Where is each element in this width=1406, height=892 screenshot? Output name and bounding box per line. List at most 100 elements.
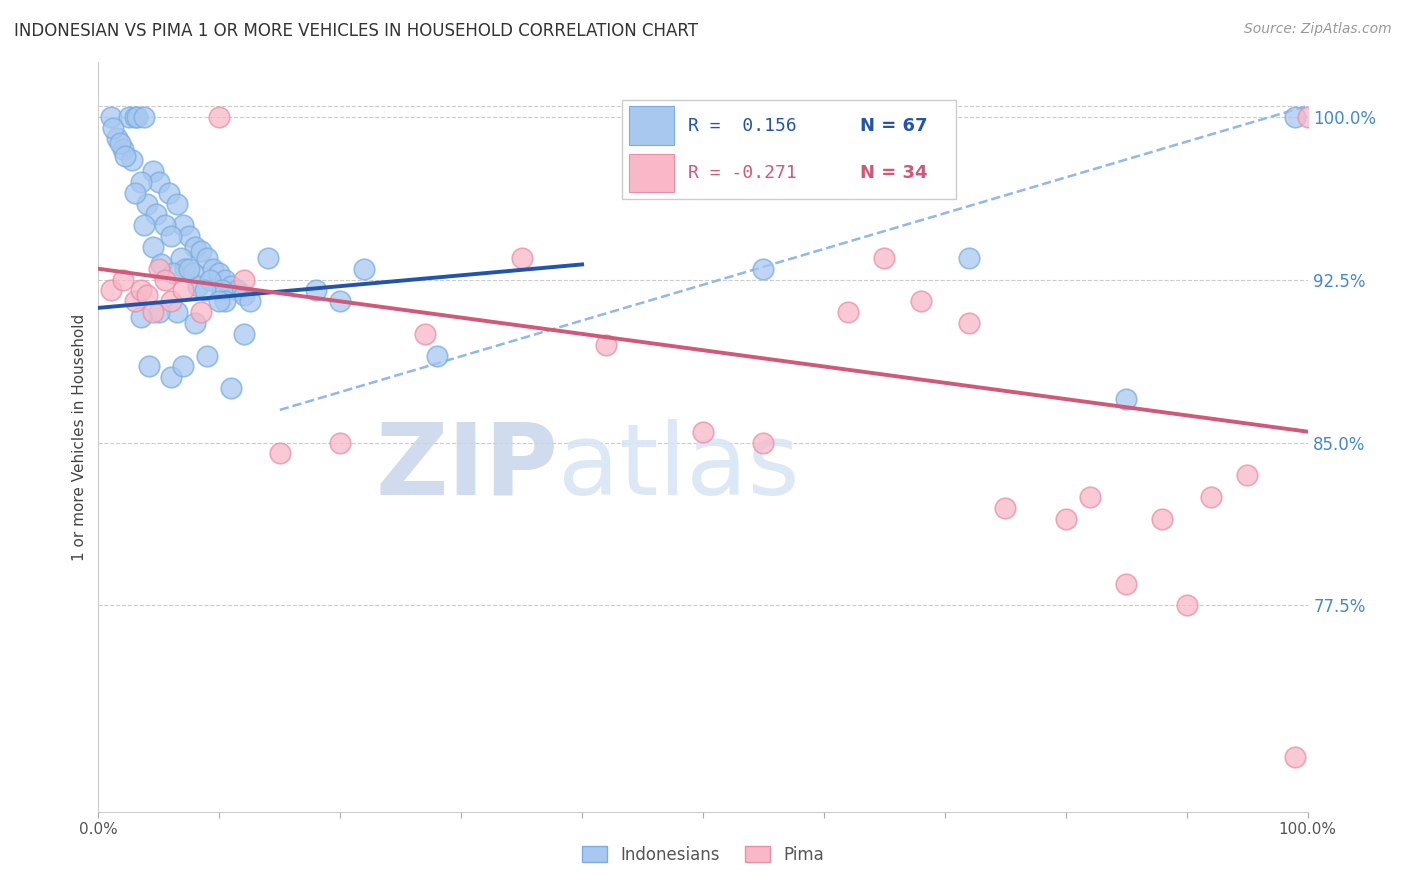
Point xyxy=(221,279,243,293)
Point xyxy=(873,110,896,124)
Point xyxy=(118,110,141,124)
Point xyxy=(124,110,146,124)
Text: Source: ZipAtlas.com: Source: ZipAtlas.com xyxy=(1244,22,1392,37)
Point xyxy=(157,186,180,200)
Point xyxy=(129,310,152,324)
Point xyxy=(232,326,254,341)
Point xyxy=(160,370,183,384)
Point xyxy=(127,110,149,124)
Point xyxy=(124,294,146,309)
Point xyxy=(160,294,183,309)
Point xyxy=(1296,110,1319,124)
Point xyxy=(208,266,231,280)
Point xyxy=(208,110,231,124)
Point xyxy=(111,142,134,156)
Point xyxy=(256,251,278,265)
Point xyxy=(111,272,134,286)
Point xyxy=(105,131,128,145)
Point xyxy=(239,294,262,309)
Point xyxy=(187,279,209,293)
Bar xyxy=(628,106,673,145)
Point xyxy=(160,229,183,244)
Point xyxy=(1199,490,1222,504)
Point xyxy=(413,326,436,341)
Text: R =  0.156: R = 0.156 xyxy=(688,117,796,135)
Bar xyxy=(628,153,673,193)
Point xyxy=(1175,599,1198,613)
Point xyxy=(153,219,176,233)
Point xyxy=(190,305,212,319)
Point xyxy=(752,261,775,276)
Point xyxy=(108,136,131,150)
Point xyxy=(752,435,775,450)
Point xyxy=(129,175,152,189)
Point xyxy=(1115,576,1137,591)
Point xyxy=(166,196,188,211)
Point xyxy=(184,240,207,254)
Text: N = 34: N = 34 xyxy=(860,164,928,182)
Point xyxy=(172,284,194,298)
Point xyxy=(135,288,157,302)
Point xyxy=(162,266,184,280)
Point xyxy=(172,219,194,233)
Point xyxy=(184,316,207,330)
Point xyxy=(214,272,236,286)
Point xyxy=(100,110,122,124)
Point xyxy=(195,349,218,363)
Point xyxy=(148,261,170,276)
Point xyxy=(837,305,859,319)
Point xyxy=(1054,511,1077,525)
Point xyxy=(129,284,152,298)
Point xyxy=(305,284,328,298)
Point xyxy=(142,305,165,319)
Point xyxy=(1152,511,1174,525)
Point xyxy=(148,175,170,189)
Point xyxy=(873,251,896,265)
Point xyxy=(194,284,217,298)
Point xyxy=(101,120,124,135)
Point xyxy=(134,110,156,124)
Text: ZIP: ZIP xyxy=(375,418,558,516)
Point xyxy=(208,294,231,309)
Point xyxy=(214,294,236,309)
Point xyxy=(153,272,176,286)
Point xyxy=(1078,490,1101,504)
Text: INDONESIAN VS PIMA 1 OR MORE VEHICLES IN HOUSEHOLD CORRELATION CHART: INDONESIAN VS PIMA 1 OR MORE VEHICLES IN… xyxy=(14,22,697,40)
Point xyxy=(100,284,122,298)
Point xyxy=(145,207,167,221)
Point xyxy=(195,251,218,265)
Point xyxy=(142,164,165,178)
Text: R = -0.271: R = -0.271 xyxy=(688,164,796,182)
Point xyxy=(221,381,243,395)
Point xyxy=(211,284,233,298)
Point xyxy=(179,229,201,244)
Text: atlas: atlas xyxy=(558,418,800,516)
Point xyxy=(957,316,980,330)
Point xyxy=(510,251,533,265)
Point xyxy=(426,349,449,363)
Point xyxy=(148,305,170,319)
Point xyxy=(124,186,146,200)
Point xyxy=(121,153,143,168)
Point xyxy=(114,149,136,163)
Legend: Indonesians, Pima: Indonesians, Pima xyxy=(575,839,831,871)
Point xyxy=(135,196,157,211)
Point xyxy=(595,338,617,352)
Point xyxy=(169,251,191,265)
Point xyxy=(329,294,352,309)
Point xyxy=(1236,468,1258,483)
FancyBboxPatch shape xyxy=(621,100,956,199)
Point xyxy=(1284,750,1306,764)
Point xyxy=(150,257,173,271)
Point xyxy=(957,251,980,265)
Point xyxy=(202,261,225,276)
Point xyxy=(172,359,194,374)
Point xyxy=(179,261,201,276)
Y-axis label: 1 or more Vehicles in Household: 1 or more Vehicles in Household xyxy=(72,313,87,561)
Point xyxy=(190,244,212,259)
Point xyxy=(232,288,254,302)
Point xyxy=(142,240,165,254)
Point xyxy=(226,284,249,298)
Point xyxy=(166,305,188,319)
Point xyxy=(329,435,352,450)
